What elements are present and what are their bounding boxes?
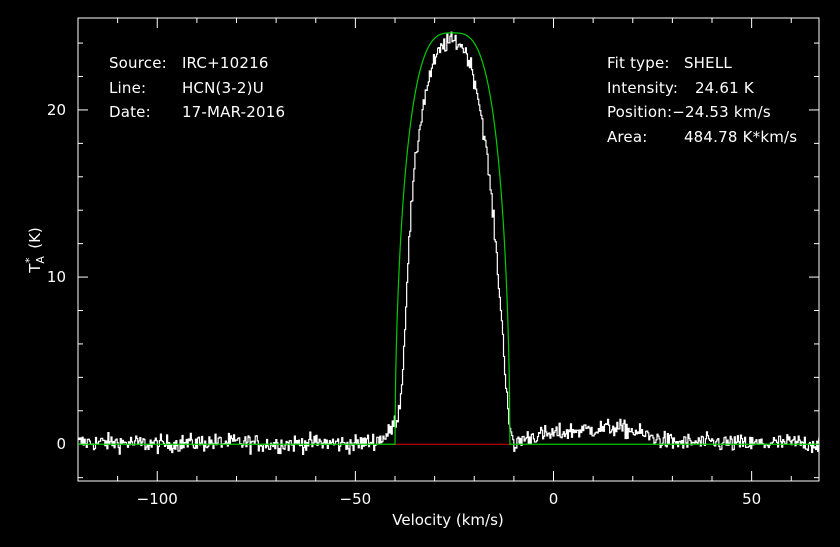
position-label: Position: [606,103,673,121]
date-value: 17-MAR-2016 [181,103,286,121]
intensity-label: Intensity: [606,79,679,97]
x-tick-label: −50 [340,490,372,508]
fit-type-value: SHELL [683,54,732,72]
date-label: Date: [108,103,151,121]
intensity-value: 24.61 K [694,79,754,97]
y-tick-label: 0 [56,435,66,453]
y-axis-label: TA* (K) [23,227,47,274]
intensity-info: Intensity: 24.61 K [597,61,754,97]
plot-frame [77,17,820,482]
y-tick-label: 20 [47,101,66,119]
shell-fit-line [78,32,819,445]
position-value: −24.53 km/s [672,103,771,121]
source-info: Source: IRC+10216 [99,36,269,72]
observed-spectrum-line [78,31,820,456]
axis-ticks [78,18,819,481]
area-label: Area: [606,128,648,146]
fit-type-label: Fit type: [606,54,670,72]
position-info: Position:−24.53 km/s [597,85,771,121]
x-tick-label: 0 [549,490,559,508]
x-tick-label: 50 [742,490,761,508]
area-info: Area: 484.78 K*km/s [597,110,797,146]
line-info: Line: HCN(3-2)U [99,61,264,97]
svg-text:TA* (K): TA* (K) [23,227,47,274]
source-value: IRC+10216 [181,54,269,72]
x-axis-label: Velocity (km/s) [392,511,503,529]
line-value: HCN(3-2)U [181,79,264,97]
y-tick-label: 10 [47,268,66,286]
x-tick-label: −100 [137,490,178,508]
fit-type-info: Fit type: SHELL [597,36,732,72]
date-info: Date: 17-MAR-2016 [99,85,285,121]
line-label: Line: [108,79,147,97]
area-value: 484.78 K*km/s [683,128,798,146]
tick-labels: −100 −50 0 50 0 10 20 [47,101,761,508]
source-label: Source: [108,54,167,72]
